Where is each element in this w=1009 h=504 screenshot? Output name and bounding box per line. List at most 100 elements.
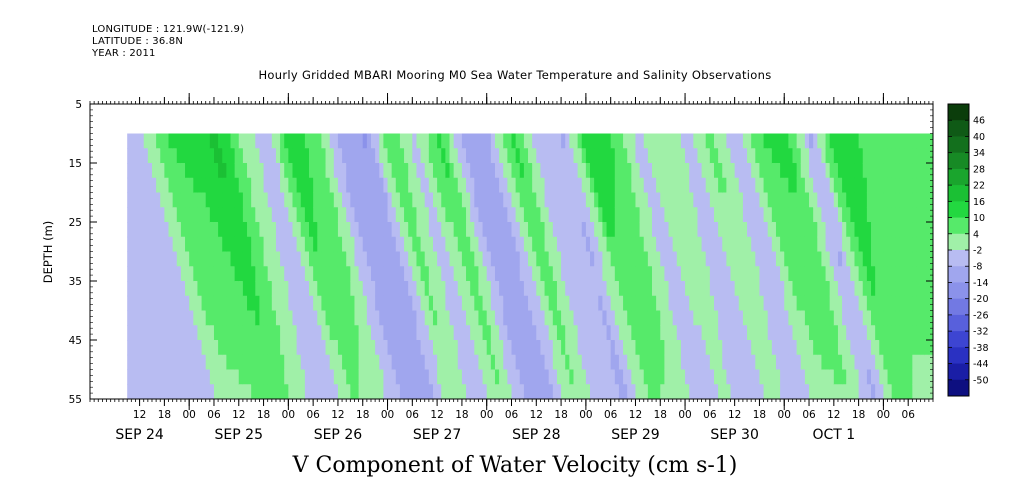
heat-cell (879, 281, 885, 297)
heat-cell (821, 340, 827, 356)
heat-cell (511, 133, 517, 149)
heat-cell (321, 222, 327, 238)
heat-cell (585, 251, 591, 267)
heat-cell (561, 325, 566, 341)
heat-cell (457, 369, 463, 385)
heat-cell (189, 310, 194, 326)
heat-cell (606, 295, 612, 312)
heat-cell (242, 325, 248, 341)
heat-cell (292, 266, 298, 282)
heat-cell (457, 325, 463, 341)
y-axis-title: DEPTH (m) (41, 221, 55, 284)
heat-cell (259, 354, 265, 371)
heat-cell (895, 295, 901, 312)
heat-cell (457, 236, 463, 253)
heat-cell (899, 251, 905, 267)
heat-cell (271, 236, 277, 253)
heat-cell (441, 281, 446, 297)
heat-cell (528, 163, 533, 179)
heat-cell (887, 207, 893, 223)
heat-cell (226, 266, 232, 282)
heat-cell (718, 354, 723, 371)
heat-cell (383, 148, 389, 164)
heat-cell (449, 192, 455, 208)
heat-cell (284, 310, 289, 326)
heat-cell (371, 222, 376, 238)
heat-cell (499, 163, 504, 179)
heat-cell (540, 163, 546, 179)
heat-cell (499, 133, 504, 149)
heat-cell (172, 369, 178, 385)
heat-cell (833, 222, 839, 238)
heat-cell (866, 207, 872, 223)
heat-cell (755, 207, 761, 223)
heat-cell (309, 266, 314, 282)
heat-cell (371, 369, 376, 385)
heat-cell (656, 354, 661, 371)
heat-cell (139, 148, 145, 164)
heat-cell (536, 354, 542, 371)
heat-cell (854, 177, 860, 194)
x-tick-label: 18 (257, 409, 270, 421)
heat-cell (879, 148, 885, 164)
heat-cell (490, 207, 496, 223)
heat-cell (185, 310, 190, 326)
heat-cell (474, 325, 480, 341)
heat-cell (387, 266, 393, 282)
heat-cell (197, 369, 203, 385)
heat-cell (238, 295, 244, 312)
heat-cell (590, 207, 595, 223)
heat-cell (606, 369, 612, 385)
heat-cell (180, 281, 186, 297)
heat-cell (904, 266, 909, 282)
heat-cell (317, 281, 323, 297)
heat-cell (639, 133, 645, 149)
heat-cell (771, 207, 777, 223)
heat-cell (304, 236, 310, 253)
heat-cell (461, 192, 467, 208)
heat-cell (755, 340, 761, 356)
heat-cell (747, 340, 752, 356)
heat-cell (156, 192, 161, 208)
heat-cell (337, 236, 343, 253)
heat-cell (689, 369, 694, 385)
heat-cell (602, 133, 608, 149)
heat-cell (639, 384, 645, 399)
heat-cell (775, 148, 781, 164)
heat-cell (379, 192, 384, 208)
heat-cell (515, 236, 521, 253)
heat-cell (346, 369, 351, 385)
heat-cell (523, 222, 529, 238)
heat-cell (176, 325, 182, 341)
heat-cell (358, 340, 364, 356)
heat-cell (139, 384, 145, 399)
heat-cell (771, 369, 777, 385)
heat-cell (213, 310, 219, 326)
heat-cell (924, 295, 930, 312)
heat-cell (763, 384, 769, 399)
heat-cell (664, 222, 670, 238)
heat-cell (792, 369, 798, 385)
heat-cell (230, 148, 236, 164)
heat-cell (437, 163, 442, 179)
heat-cell (887, 236, 893, 253)
heat-cell (263, 340, 269, 356)
year-label: YEAR : 2011 (92, 48, 156, 59)
heat-cell (259, 295, 265, 312)
heat-cell (709, 354, 715, 371)
heat-cell (255, 236, 261, 253)
heat-cell (313, 163, 318, 179)
heat-cell (556, 192, 562, 208)
heat-cell (449, 133, 455, 149)
heat-cell (375, 354, 380, 371)
heat-cell (577, 222, 583, 238)
heat-cell (548, 295, 554, 312)
heat-cell (668, 340, 674, 356)
heat-cell (156, 369, 161, 385)
heat-cell (420, 281, 426, 297)
heat-cell (453, 236, 459, 253)
heat-cell (916, 266, 922, 282)
heat-cell (507, 369, 513, 385)
heat-cell (251, 207, 256, 223)
heat-cell (540, 177, 546, 194)
